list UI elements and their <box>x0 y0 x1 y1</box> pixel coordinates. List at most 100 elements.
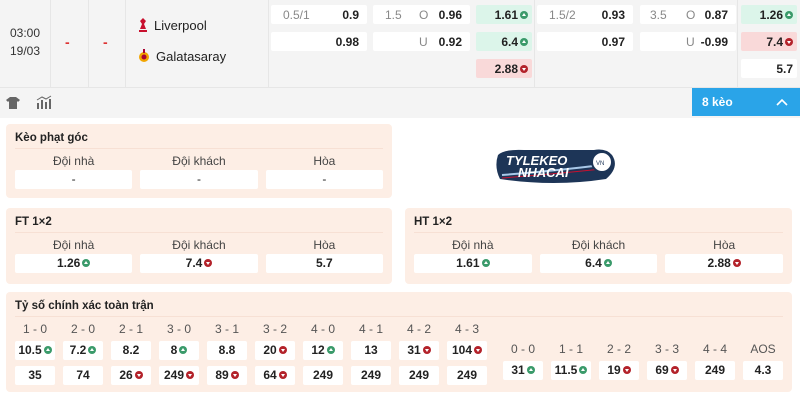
score-odd-home[interactable]: 13 <box>351 341 391 360</box>
score-column: 2 - 0 7.2 74 <box>63 321 103 391</box>
score-odd-away[interactable]: 26 <box>111 366 151 385</box>
odds-value: 35 <box>28 368 42 382</box>
arrow-down-icon <box>278 346 287 354</box>
ht-ou-under[interactable]: U -0.99 <box>640 32 736 51</box>
score-odd-draw[interactable]: 31 <box>503 361 543 380</box>
score-odd-away[interactable]: 74 <box>63 366 103 385</box>
column-label: Đội khách <box>172 154 226 168</box>
more-odds-button[interactable]: 8 kèo <box>692 88 800 116</box>
odds-value: 74 <box>76 368 90 382</box>
draw-column: 1 - 1 11.5 <box>551 321 591 391</box>
score-odd-home[interactable]: 104 <box>447 341 487 360</box>
column-label: Đội khách <box>571 238 626 252</box>
score-odd-away[interactable]: 89 <box>207 366 247 385</box>
score-odd-home[interactable]: 10.5 <box>15 341 55 360</box>
home-score: - <box>65 34 70 50</box>
odds-value: 2.88 <box>707 256 731 270</box>
values-row: 1.26 7.4 5.7 <box>15 254 383 273</box>
odds-value: 7.2 <box>69 343 87 357</box>
odds-value: 7.4 <box>766 34 783 49</box>
score-odd-away[interactable]: 64 <box>255 366 295 385</box>
score-odd-away[interactable]: 249 <box>351 366 391 385</box>
score-label: 2 - 0 <box>70 322 95 336</box>
odds-value: 31 <box>511 363 525 377</box>
ht-ou-over[interactable]: 3.5 O 0.87 <box>640 5 736 24</box>
odds-value: 1.61 <box>494 7 518 22</box>
odds-value: 4.3 <box>754 363 772 377</box>
match-time: 03:00 19/03 <box>9 26 41 58</box>
score-odd-home[interactable]: 8.2 <box>111 341 151 360</box>
odds-value: 12 <box>311 343 325 357</box>
score-label: 2 - 1 <box>118 322 143 336</box>
stats-icon[interactable] <box>36 95 52 109</box>
ft-hdp-home[interactable]: 0.5/1 0.9 <box>271 5 367 24</box>
arrow-down-icon <box>186 371 195 379</box>
score-odd-away[interactable]: 249 <box>159 366 199 385</box>
ht-1x2-odd[interactable]: 5.7 <box>741 59 797 78</box>
score-odd-home[interactable]: 7.2 <box>63 341 103 360</box>
odds-cell[interactable]: - <box>140 170 258 189</box>
odds-cell[interactable]: 7.4 <box>140 254 258 273</box>
odds-value: 8.2 <box>122 343 140 357</box>
ft-1x2-odd[interactable]: 6.4 <box>476 32 532 51</box>
score-odd-away[interactable]: 249 <box>399 366 439 385</box>
arrow-up-icon <box>481 259 490 267</box>
score-odd-draw[interactable]: 69 <box>647 361 687 380</box>
arrow-down-icon <box>422 346 431 354</box>
arrow-down-icon <box>134 371 143 379</box>
arrow-up-icon <box>520 37 528 46</box>
ft-hdp-away[interactable]: 0.98 <box>271 32 367 51</box>
score-odd-home[interactable]: 31 <box>399 341 439 360</box>
arrow-down-icon <box>230 371 239 379</box>
away-team[interactable]: Galatasaray <box>138 48 226 64</box>
odds-cell[interactable]: 5.7 <box>265 254 383 273</box>
score-column: 2 - 1 8.2 26 <box>111 321 151 391</box>
ft-1x2-odd[interactable]: 2.88 <box>476 59 532 78</box>
ht-hdp-home[interactable]: 1.5/2 0.93 <box>537 5 633 24</box>
odds-value: 249 <box>704 363 726 377</box>
score-label: 3 - 0 <box>166 322 191 336</box>
score-odd-away[interactable]: 249 <box>447 366 487 385</box>
score-odd-home[interactable]: 20 <box>255 341 295 360</box>
ht-option: 6.4 <box>539 254 658 273</box>
home-team[interactable]: Liverpool <box>138 17 207 33</box>
score-odd-home[interactable]: 8.8 <box>207 341 247 360</box>
score-column: 4 - 3 104 249 <box>447 321 487 391</box>
liverpool-crest-icon <box>139 18 147 32</box>
score-odd-draw[interactable]: 249 <box>695 361 735 380</box>
score-column: 1 - 0 10.5 35 <box>15 321 55 391</box>
score-odd-home[interactable]: 8 <box>159 341 199 360</box>
odds-cell[interactable]: 6.4 <box>539 254 658 273</box>
score-label: AOS <box>750 342 776 356</box>
score-column: 4 - 1 13 249 <box>351 321 391 391</box>
ht-hdp-away[interactable]: 0.97 <box>537 32 633 51</box>
arrow-down-icon <box>785 37 793 46</box>
svg-text:NHACAI: NHACAI <box>518 165 569 180</box>
odds-cell[interactable]: 2.88 <box>665 254 784 273</box>
away-score: - <box>103 34 108 50</box>
ht-1x2-odd[interactable]: 1.26 <box>741 5 797 24</box>
score-odd-draw[interactable]: 4.3 <box>743 361 783 380</box>
jersey-icon[interactable] <box>6 96 20 109</box>
odds-value: 1.26 <box>56 256 81 270</box>
arrow-up-icon <box>43 346 52 354</box>
score-odd-away[interactable]: 35 <box>15 366 55 385</box>
odds-cell[interactable]: - <box>15 170 133 189</box>
ft-1x2-odd[interactable]: 1.61 <box>476 5 532 24</box>
arrow-up-icon <box>88 346 97 354</box>
ft-ou-under[interactable]: U 0.92 <box>373 32 470 51</box>
score-odd-draw[interactable]: 19 <box>599 361 639 380</box>
score-odd-away[interactable]: 249 <box>303 366 343 385</box>
odds-value: 1.61 <box>456 256 480 270</box>
arrow-down-icon <box>204 259 213 267</box>
odds-cell[interactable]: - <box>265 170 383 189</box>
arrow-down-icon <box>670 366 679 374</box>
score-odd-draw[interactable]: 11.5 <box>551 361 591 380</box>
arrow-down-icon <box>622 366 631 374</box>
odds-cell[interactable]: 1.61 <box>414 254 532 273</box>
ft-ou-over[interactable]: 1.5 O 0.96 <box>373 5 470 24</box>
odds-cell[interactable]: 1.26 <box>15 254 133 273</box>
odds-value: - <box>196 172 201 186</box>
score-odd-home[interactable]: 12 <box>303 341 343 360</box>
ht-1x2-odd[interactable]: 7.4 <box>741 32 797 51</box>
